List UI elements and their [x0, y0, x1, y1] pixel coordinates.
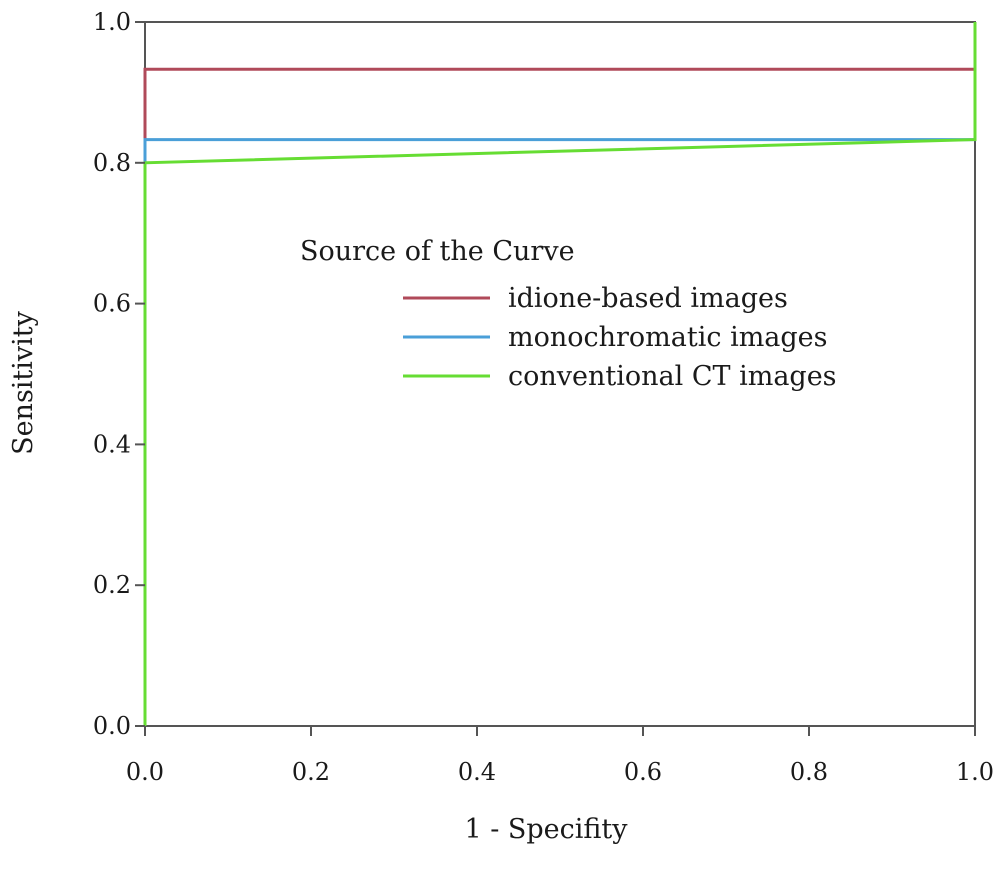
legend-items: idione-based images monochromatic images c… — [403, 283, 837, 392]
y-axis: 0.0 0.2 0.4 0.6 0.8 1.0 — [93, 8, 145, 740]
x-tick-label: 0.8 — [790, 758, 828, 786]
x-tick-label: 0.2 — [292, 758, 330, 786]
y-tick-label: 0.0 — [93, 712, 131, 740]
x-axis: 0.0 0.2 0.4 0.6 0.8 1.0 — [126, 726, 994, 786]
y-tick-label: 0.2 — [93, 571, 131, 599]
x-axis-label: 1 - Specifity — [464, 814, 628, 845]
y-tick-label: 0.8 — [93, 149, 131, 177]
x-tick-label: 0.6 — [624, 758, 662, 786]
x-tick-label: 1.0 — [956, 758, 994, 786]
y-tick-label: 1.0 — [93, 8, 131, 36]
legend-label: idione-based images — [508, 283, 788, 314]
legend: Source of the Curve idione-based images m… — [300, 236, 837, 392]
legend-title: Source of the Curve — [300, 236, 575, 267]
x-tick-label: 0.4 — [458, 758, 496, 786]
legend-label: monochromatic images — [508, 322, 828, 353]
y-axis-label: Sensitivity — [8, 310, 39, 455]
y-tick-label: 0.6 — [93, 290, 131, 318]
legend-label: conventional CT images — [508, 361, 837, 392]
x-tick-label: 0.0 — [126, 758, 164, 786]
y-tick-label: 0.4 — [93, 430, 131, 458]
